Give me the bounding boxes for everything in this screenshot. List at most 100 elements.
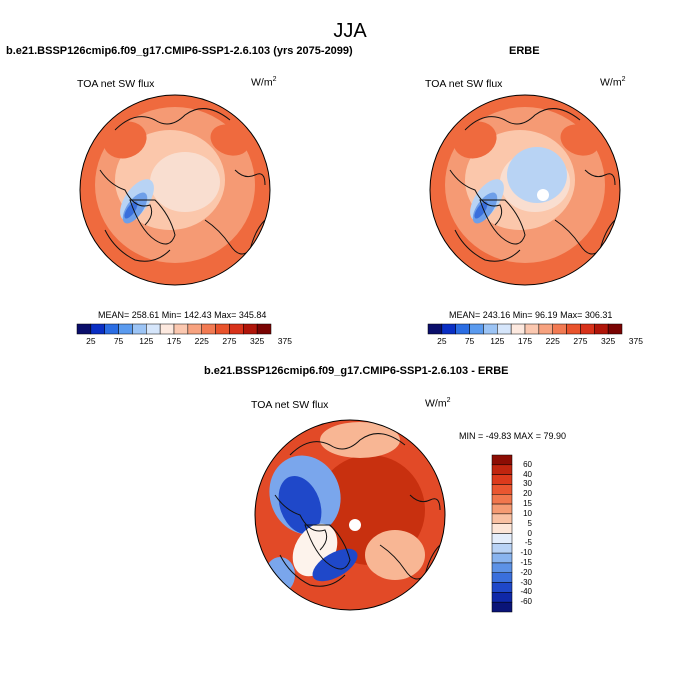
colorbar-3-swatch xyxy=(491,592,513,603)
coastline-0 xyxy=(114,108,231,131)
colorbar-3-tick-label: 0 xyxy=(527,528,532,538)
coastline-1 xyxy=(449,169,503,226)
colorbar-3-swatch xyxy=(491,543,513,554)
colorbar-2-tick-label: 325 xyxy=(601,336,616,346)
colorbar-3-tick-label: -40 xyxy=(520,587,532,597)
colorbar-2-tick-label: 375 xyxy=(628,336,643,346)
map-boundary xyxy=(254,419,446,611)
colorbar-3-tick-label: -60 xyxy=(520,597,532,607)
coastline-5 xyxy=(104,229,171,262)
colorbar-1-tick-label: 275 xyxy=(222,336,237,346)
field-canada xyxy=(453,121,497,159)
field-greenland-core xyxy=(124,201,138,219)
map-boundary xyxy=(429,94,621,286)
coastline-1 xyxy=(274,494,328,551)
colorbar-3-swatch xyxy=(491,601,513,613)
coastline-1 xyxy=(99,169,153,226)
colorbar-3-tick-label: 5 xyxy=(527,518,532,528)
colorbar-2-tick-label: 175 xyxy=(517,336,533,346)
colorbar-1-swatch xyxy=(256,323,272,335)
field-europe-pale xyxy=(365,530,425,580)
colorbar-1-tick-label: 125 xyxy=(139,336,154,346)
colorbar-3-swatch xyxy=(491,552,513,564)
coastline-4 xyxy=(234,169,266,186)
panel-1-title: b.e21.BSSP126cmip6.f09_g17.CMIP6-SSP1-2.… xyxy=(6,45,353,57)
coastline-0 xyxy=(289,433,406,456)
colorbar-3-swatch xyxy=(491,513,513,524)
colorbar-3-tick-label: 15 xyxy=(523,499,532,509)
panel-3-title: b.e21.BSSP126cmip6.f09_g17.CMIP6-SSP1-2.… xyxy=(204,365,509,377)
panel-2-title: ERBE xyxy=(509,45,540,57)
colorbar-2-tick-label: 25 xyxy=(437,336,447,346)
colorbar-1-tick-label: 175 xyxy=(166,336,182,346)
colorbar-3-swatch xyxy=(491,503,513,515)
colorbar-2-swatch xyxy=(607,323,623,335)
coastline-3 xyxy=(204,219,266,255)
colorbar-3-tick-label: 30 xyxy=(523,479,532,489)
map-boundary xyxy=(79,94,271,286)
field-greenland-core xyxy=(474,201,488,219)
panel-2-units: W/m2 xyxy=(600,76,626,89)
coastline-3 xyxy=(554,219,616,255)
colorbar-2-tick-label: 225 xyxy=(545,336,560,346)
page-title: JJA xyxy=(333,20,367,42)
colorbar-3-tick-label: 60 xyxy=(523,459,532,469)
coastline-5 xyxy=(454,229,521,262)
panel-3-stats: MIN = -49.83 MAX = 79.90 xyxy=(459,431,567,441)
colorbar-3-tick-label: -20 xyxy=(520,567,532,577)
coastline-4 xyxy=(409,494,441,511)
panel-3-variable: TOA net SW flux xyxy=(251,399,329,411)
map-field xyxy=(255,420,445,610)
coastline-4 xyxy=(584,169,616,186)
pole-hole xyxy=(537,189,549,201)
coastline-2 xyxy=(479,199,526,245)
colorbar-3-swatch xyxy=(491,523,513,534)
colorbar-3-swatch xyxy=(491,582,513,593)
coastline-2 xyxy=(304,524,351,570)
field-arch-dblue xyxy=(278,475,322,535)
field-canada xyxy=(103,121,147,159)
colorbar-1-tick-label: 75 xyxy=(113,336,124,346)
map-field xyxy=(80,95,270,285)
panel-2-stats: MEAN= 243.16 Min= 96.19 Max= 306.31 xyxy=(449,310,613,320)
panel-1-units: W/m2 xyxy=(251,76,277,89)
colorbar-2-tick-label: 125 xyxy=(490,336,505,346)
panel-2-variable: TOA net SW flux xyxy=(425,78,503,90)
colorbar-3-tick-label: 20 xyxy=(523,489,532,499)
colorbar-3-tick-label: -30 xyxy=(520,577,532,587)
field-siberia xyxy=(560,124,600,156)
colorbar-1-tick-label: 375 xyxy=(277,336,292,346)
field-baffin xyxy=(312,548,358,582)
panel-1-variable: TOA net SW flux xyxy=(77,78,155,90)
coastline-3 xyxy=(379,544,441,580)
colorbar-3-tick-label: -5 xyxy=(524,538,532,548)
map-field xyxy=(430,95,620,285)
colorbar-3-swatch xyxy=(491,484,513,495)
panel-1-stats: MEAN= 258.61 Min= 142.43 Max= 345.84 xyxy=(98,310,267,320)
colorbar-3-swatch xyxy=(491,533,513,544)
coastline-2 xyxy=(129,199,176,245)
colorbar-3-swatch xyxy=(491,454,513,466)
pole-hole xyxy=(349,519,361,531)
colorbar-3-swatch xyxy=(491,464,513,475)
colorbar-3-tick-label: 10 xyxy=(523,508,532,518)
panel-3-units: W/m2 xyxy=(425,397,451,410)
colorbar-2-tick-label: 275 xyxy=(573,336,588,346)
field-siberia xyxy=(210,124,250,156)
colorbar-1-tick-label: 25 xyxy=(86,336,96,346)
colorbar-3-tick-label: 40 xyxy=(523,469,532,479)
field-arctic xyxy=(150,152,220,212)
field-cool-arctic xyxy=(507,147,567,203)
colorbar-1-tick-label: 325 xyxy=(250,336,265,346)
colorbar-1-tick-label: 225 xyxy=(194,336,209,346)
colorbar-3-swatch xyxy=(491,494,513,505)
colorbar-3-swatch xyxy=(491,474,513,485)
colorbar-3-swatch xyxy=(491,572,513,583)
coastline-5 xyxy=(279,554,346,587)
